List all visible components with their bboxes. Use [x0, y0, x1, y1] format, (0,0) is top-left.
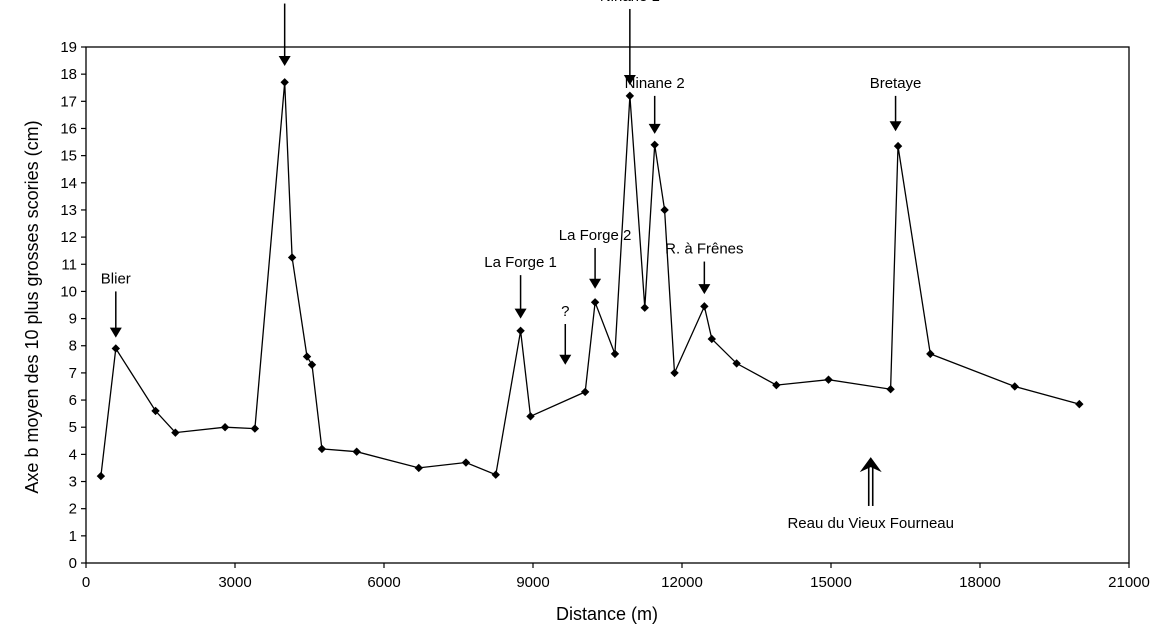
annotation-label: La Forge 2 [559, 227, 632, 244]
plot-area [85, 46, 1130, 564]
annotation-label: Reau du Vieux Fourneau [787, 515, 954, 532]
y-tick-label: 5 [69, 419, 77, 436]
arrow-head [889, 121, 902, 132]
data-point [700, 302, 709, 311]
annotation-label: La Forge 1 [484, 254, 557, 271]
data-point [1075, 399, 1084, 409]
x-tick-label: 12000 [661, 574, 703, 591]
data-point [625, 91, 635, 101]
annotation-label: R. à Frênes [665, 241, 743, 258]
data-point [610, 349, 620, 359]
arrow-head [514, 308, 527, 319]
data-point [650, 140, 659, 149]
x-tick-label: 9000 [516, 574, 549, 591]
data-point [732, 359, 741, 368]
x-tick-label: 21000 [1108, 574, 1150, 591]
y-tick-label: 10 [60, 283, 77, 300]
y-tick-label: 2 [69, 501, 77, 518]
y-tick-label: 18 [60, 66, 77, 83]
data-point [111, 344, 120, 353]
x-tick-label: 0 [82, 574, 90, 591]
series-line [96, 78, 1084, 481]
data-point [590, 298, 600, 307]
data-point [151, 406, 160, 416]
data-point [660, 205, 669, 215]
y-axis-title: Axe b moyen des 10 plus grosses scories … [22, 120, 42, 493]
data-point [414, 463, 423, 473]
arrow-head [589, 278, 602, 289]
data-point [317, 444, 327, 454]
data-point [893, 141, 903, 151]
x-tick-label: 6000 [367, 574, 400, 591]
arrow-head [698, 284, 711, 295]
data-point [516, 326, 525, 335]
y-tick-label: 17 [60, 93, 77, 110]
data-point [707, 334, 716, 344]
x-tick-label: 15000 [810, 574, 852, 591]
data-point [886, 384, 895, 394]
y-tick-label: 0 [69, 555, 77, 572]
annotations: BlierWérichetLa Forge 1?La Forge 2Ninane… [101, 0, 954, 532]
data-point [220, 423, 230, 432]
data-point [250, 424, 260, 433]
x-axis-title: Distance (m) [556, 604, 658, 624]
x-axis: 0 3000 6000 9000 12000 15000 18000 21000 [82, 563, 1150, 591]
y-tick-label: 1 [69, 528, 77, 545]
annotation-label: Bretaye [870, 75, 922, 92]
data-point [640, 303, 649, 312]
arrow-head [859, 457, 882, 473]
y-tick-label: 9 [69, 311, 77, 328]
y-tick-label: 19 [60, 39, 77, 56]
y-tick-label: 14 [60, 175, 77, 192]
y-tick-label: 4 [69, 446, 77, 463]
arrow-head [278, 56, 291, 67]
data-point [461, 458, 471, 467]
data-point [280, 78, 289, 87]
arrow-head [648, 123, 661, 134]
data-point [302, 352, 312, 361]
annotation-label: ? [561, 303, 569, 320]
arrow-head [559, 354, 572, 365]
data-point [772, 380, 781, 390]
data-point [526, 412, 535, 421]
annotation-label: Ninane 1 [600, 0, 660, 5]
data-point [307, 360, 317, 369]
y-tick-label: 7 [69, 365, 77, 382]
annotation-label: Ninane 2 [625, 75, 685, 92]
data-point [824, 375, 833, 384]
data-point [171, 428, 180, 437]
y-tick-label: 16 [60, 120, 77, 137]
data-point [926, 349, 935, 359]
data-point [580, 387, 590, 397]
y-tick-label: 13 [60, 202, 77, 219]
data-point [96, 471, 106, 481]
data-point [670, 368, 679, 378]
annotation-label: Blier [101, 270, 131, 287]
x-tick-label: 3000 [218, 574, 251, 591]
data-point [352, 447, 361, 456]
y-tick-label: 15 [60, 148, 77, 165]
y-tick-label: 6 [69, 392, 77, 409]
y-tick-label: 11 [61, 256, 77, 273]
data-point [1010, 382, 1019, 391]
data-point [491, 470, 500, 479]
x-tick-label: 18000 [959, 574, 1001, 591]
y-tick-label: 12 [60, 229, 77, 246]
data-point [287, 253, 297, 262]
arrow-head [623, 75, 636, 86]
y-tick-label: 3 [69, 474, 77, 491]
arrow-head [109, 327, 122, 338]
y-tick-label: 8 [69, 338, 77, 355]
